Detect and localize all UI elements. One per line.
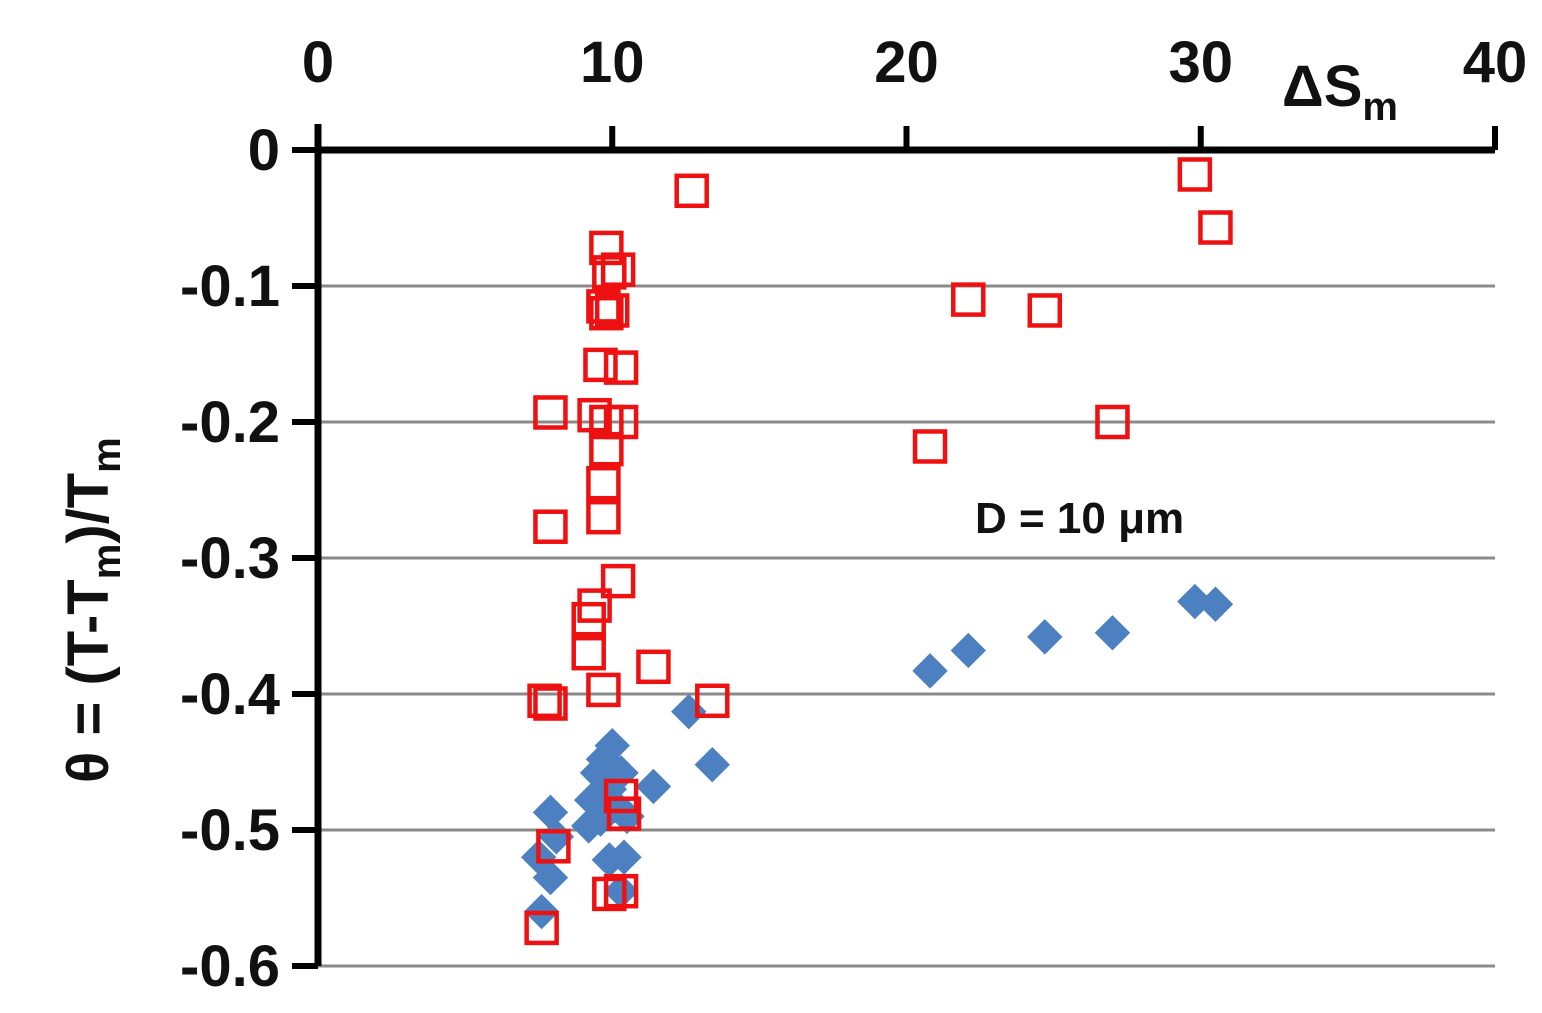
y-tick-label: -0.3: [180, 526, 280, 591]
diamond-point: [671, 693, 707, 730]
diamond-point: [912, 653, 948, 689]
square-point: [592, 255, 627, 290]
x-tick-label: 40: [1463, 30, 1528, 95]
square-point: [527, 683, 562, 719]
annotation-diameter: D = 10 μm: [975, 494, 1184, 543]
square-point: [536, 829, 571, 864]
square-point: [533, 686, 568, 721]
square-point: [1027, 293, 1063, 328]
square-point: [595, 293, 630, 328]
x-axis-title: ΔSm: [1282, 54, 1398, 129]
diamond-point: [1027, 619, 1063, 655]
square-point: [600, 252, 636, 287]
y-axis-title-sub1: m: [85, 544, 129, 580]
square-point: [636, 649, 671, 685]
y-tick-label: -0.6: [180, 934, 280, 999]
y-axis-title: θ = (T-Tm)/Tm: [56, 437, 129, 783]
x-tick-label: 30: [1168, 30, 1233, 95]
y-axis-title-prefix: θ = (T-T: [56, 579, 121, 783]
tick-labels: 0 -0.1 -0.2 -0.3 -0.4 -0.5 -0.6 0 10 20 30 40: [180, 30, 1527, 999]
x-tick-label: 0: [302, 30, 334, 95]
diamond-point: [694, 747, 731, 783]
x-axis-title-main: ΔS: [1282, 54, 1362, 119]
square-point: [1095, 404, 1130, 440]
square-point: [951, 282, 986, 317]
square-point: [533, 395, 568, 430]
diamond-point: [635, 768, 672, 805]
square-point: [603, 873, 639, 909]
square-point: [606, 796, 642, 831]
y-tick-label: -0.1: [180, 254, 280, 319]
x-tick-label: 20: [874, 30, 939, 95]
y-tick-label: -0.5: [180, 798, 280, 863]
square-point: [577, 397, 612, 433]
diamond-point: [571, 808, 607, 844]
y-tick-label: 0: [248, 118, 280, 183]
x-tick-label: 10: [580, 30, 645, 95]
square-point: [603, 350, 639, 385]
square-point: [586, 465, 621, 501]
square-point: [592, 876, 627, 912]
x-axis-title-sub: m: [1362, 85, 1398, 129]
gridlines: [318, 284, 1495, 968]
y-tick-label: -0.4: [180, 662, 280, 727]
square-point: [1177, 157, 1213, 192]
square-point: [912, 429, 948, 464]
square-point: [589, 230, 624, 266]
square-point: [524, 910, 559, 946]
square-point: [600, 563, 636, 599]
square-point: [571, 601, 606, 637]
square-point: [533, 509, 568, 544]
square-point: [1198, 210, 1233, 245]
axes: [292, 124, 1498, 969]
diamond-point: [1197, 586, 1234, 622]
diamond-point: [1094, 615, 1131, 651]
square-point: [586, 499, 621, 535]
data-points: [520, 157, 1234, 946]
square-point: [589, 295, 624, 331]
square-point: [695, 683, 730, 719]
y-axis-title-sub2: m: [85, 437, 129, 473]
square-point: [603, 778, 639, 814]
square-point: [586, 289, 621, 324]
y-tick-label: -0.2: [180, 390, 280, 455]
y-axis-title-mid: )/T: [56, 473, 121, 544]
square-point: [571, 635, 606, 671]
square-point: [674, 173, 709, 209]
diamond-point: [532, 794, 569, 831]
square-point: [583, 347, 618, 383]
square-point: [586, 672, 621, 708]
diamond-point: [532, 859, 569, 896]
diamond-point: [950, 632, 986, 669]
square-point: [589, 431, 624, 467]
